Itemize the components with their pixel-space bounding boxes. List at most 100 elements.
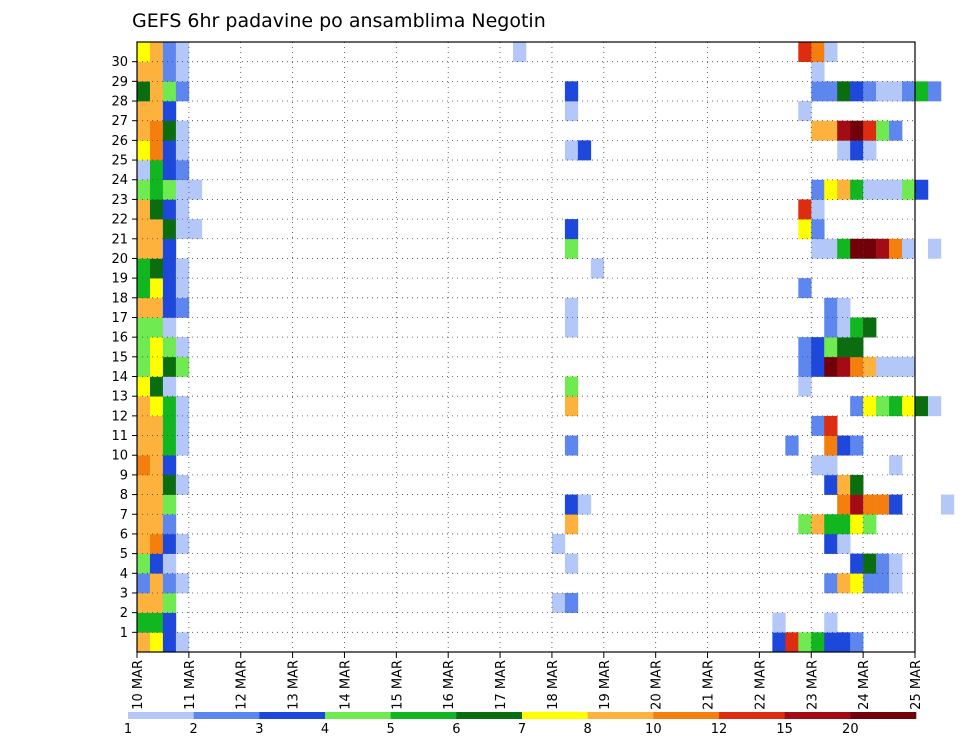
grid-lines (137, 42, 915, 652)
heatmap-cell (837, 356, 851, 377)
heatmap-cell (889, 238, 903, 259)
heatmap-cell (811, 219, 825, 240)
heatmap-cell (137, 612, 151, 633)
colorbar-label: 12 (711, 722, 728, 737)
heatmap-cell (876, 494, 890, 515)
heatmap-cell (824, 179, 838, 200)
heatmap-cell (850, 553, 864, 574)
heatmap-cell (798, 337, 812, 358)
heatmap-cell (564, 219, 579, 240)
y-tick-label: 6 (120, 527, 128, 542)
y-tick-label: 12 (111, 409, 128, 424)
heatmap-cell (149, 179, 164, 200)
heatmap-cell (162, 396, 177, 417)
y-tick-label: 26 (111, 134, 128, 149)
heatmap-cell (162, 199, 177, 220)
heatmap-cell (863, 238, 877, 259)
heatmap-cell (564, 553, 579, 574)
heatmap-cell (889, 494, 903, 515)
heatmap-cell (837, 632, 851, 653)
heatmap-cell (149, 435, 164, 456)
heatmap-cells (137, 42, 955, 653)
heatmap-cell (137, 317, 151, 338)
heatmap-cell (162, 415, 177, 436)
heatmap-cell (798, 278, 812, 299)
heatmap-cell (162, 317, 177, 338)
heatmap-cell (162, 219, 177, 240)
heatmap-cell (902, 356, 916, 377)
colorbar-label: 1 (124, 722, 132, 737)
heatmap-cell (863, 179, 877, 200)
heatmap-cell (564, 317, 579, 338)
heatmap-cell (850, 494, 864, 515)
heatmap-cell (850, 573, 864, 594)
heatmap-cell (162, 42, 177, 62)
heatmap-cell (175, 179, 190, 200)
heatmap-cell (137, 199, 151, 220)
heatmap-cell (889, 81, 903, 102)
heatmap-cell (798, 199, 812, 220)
heatmap-cell (564, 238, 579, 259)
heatmap-cell (902, 396, 916, 417)
heatmap-cell (137, 632, 151, 653)
heatmap-cell (927, 81, 942, 102)
y-tick-label: 19 (111, 272, 128, 287)
heatmap-cell (564, 81, 579, 102)
colorbar: 1 2 3 4 5 6 7 8 10 12 15 20 (124, 712, 917, 737)
y-tick-label: 25 (111, 154, 128, 169)
heatmap-cell (162, 356, 177, 377)
heatmap-cell (149, 120, 164, 141)
heatmap-cell (149, 573, 164, 594)
x-tick-label: 19 MAR (598, 660, 613, 710)
heatmap-cell (850, 81, 864, 102)
heatmap-cell (149, 317, 164, 338)
heatmap-cell (137, 61, 151, 82)
heatmap-cell (798, 219, 812, 240)
heatmap-cell (149, 238, 164, 259)
heatmap-cell (889, 573, 903, 594)
heatmap-cell (564, 435, 579, 456)
heatmap-cell (577, 140, 592, 161)
heatmap-cell (175, 258, 190, 279)
heatmap-cell (863, 140, 877, 161)
heatmap-cell (837, 179, 851, 200)
y-tick-label: 23 (111, 193, 128, 208)
heatmap-cell (564, 396, 579, 417)
heatmap-cell (564, 494, 579, 515)
heatmap-cell (162, 258, 177, 279)
heatmap-cell (824, 474, 838, 495)
y-tick-label: 7 (120, 508, 128, 523)
heatmap-cell (889, 179, 903, 200)
heatmap-cell (902, 81, 916, 102)
heatmap-cell (824, 337, 838, 358)
heatmap-cell (162, 61, 177, 82)
heatmap-cell (175, 297, 190, 318)
heatmap-cell (149, 356, 164, 377)
heatmap-cell (162, 337, 177, 358)
colorbar-swatch (128, 712, 194, 719)
heatmap-cell (811, 455, 825, 476)
colorbar-swatch (193, 712, 260, 719)
y-tick-label: 5 (120, 547, 128, 562)
heatmap-cell (137, 101, 151, 122)
x-tick-label: 20 MAR (650, 660, 665, 710)
x-tick-label: 14 MAR (338, 660, 353, 710)
heatmap-cell (798, 514, 812, 535)
heatmap-cell (162, 592, 177, 613)
y-tick-label: 20 (111, 252, 128, 267)
heatmap-cell (824, 297, 838, 318)
y-tick-label: 11 (111, 429, 128, 444)
heatmap-cell (175, 435, 190, 456)
heatmap-cell (837, 435, 851, 456)
colorbar-swatch (390, 712, 457, 719)
heatmap-cell (175, 278, 190, 299)
heatmap-cell (850, 238, 864, 259)
heatmap-cell (162, 376, 177, 397)
heatmap-cell (863, 356, 877, 377)
heatmap-cell (811, 179, 825, 200)
heatmap-cell (564, 140, 579, 161)
colorbar-swatch (719, 712, 785, 719)
heatmap-cell (149, 219, 164, 240)
colorbar-swatch (587, 712, 654, 719)
heatmap-cell (850, 140, 864, 161)
